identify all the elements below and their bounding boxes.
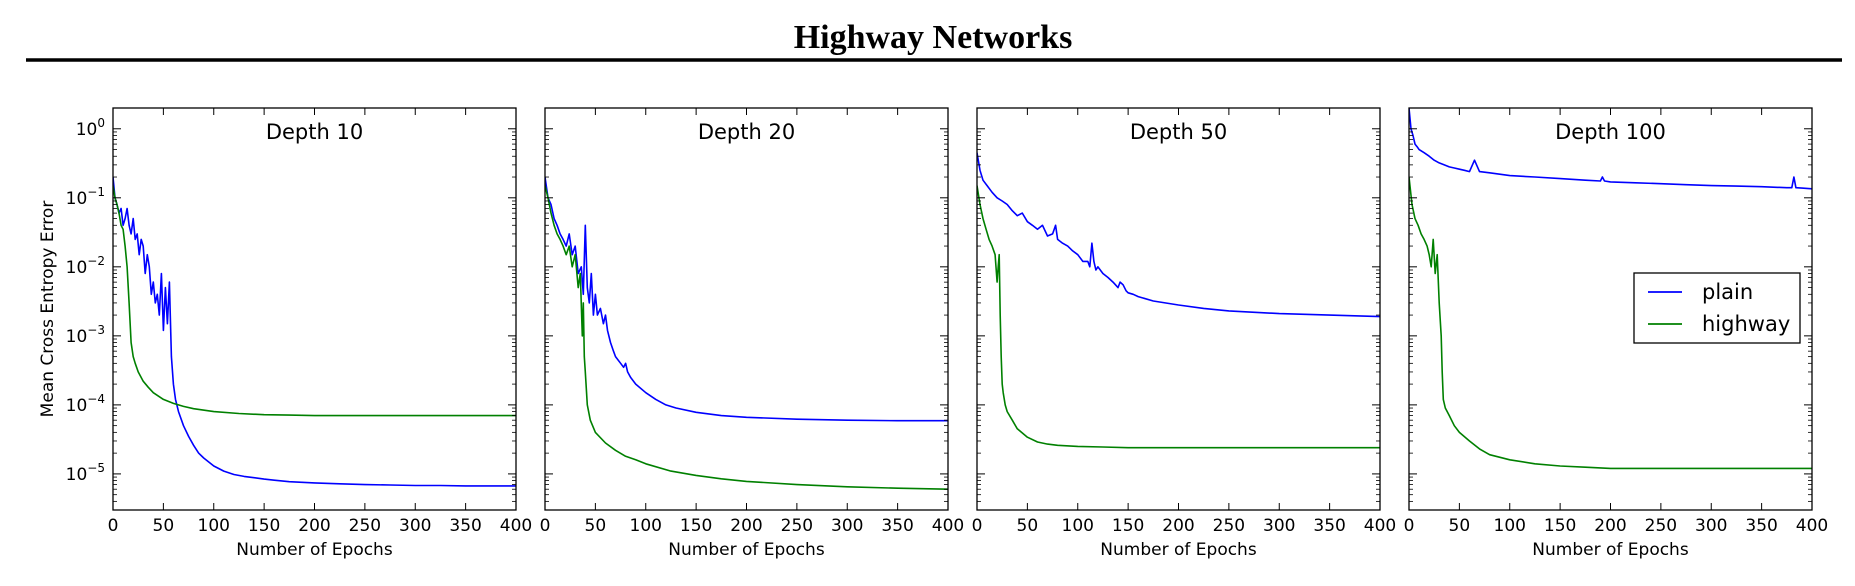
panel-2-xtick-label: 200 bbox=[730, 516, 762, 536]
panel-4-lines bbox=[1409, 108, 1812, 470]
panel-2-frame bbox=[544, 107, 949, 511]
panel-1-title: Depth 10 bbox=[266, 120, 363, 144]
chart-panels: 0 50 100 150 200 250 300 350 400 100 10−1 10−2 10−3 1… bbox=[38, 107, 1828, 560]
panel-1-series-highway bbox=[113, 185, 516, 417]
panel-4-title: Depth 100 bbox=[1555, 120, 1666, 144]
panel-2-title: Depth 20 bbox=[698, 120, 795, 144]
panel-3-xtick-label: 300 bbox=[1263, 516, 1295, 536]
panel-3-xtick-label: 400 bbox=[1364, 516, 1396, 536]
panel-1-xtick-label: 50 bbox=[153, 516, 175, 536]
panel-1-ytick-label: 100 bbox=[76, 116, 105, 140]
panel-2-xtick-label: 350 bbox=[881, 516, 913, 536]
panel-4-series-plain bbox=[1409, 108, 1812, 190]
panel-1-ytick-label: 10−4 bbox=[66, 392, 105, 416]
panel-2-xtick-label: 300 bbox=[831, 516, 863, 536]
panel-3-title: Depth 50 bbox=[1130, 120, 1227, 144]
panel-1-xtick-label: 350 bbox=[449, 516, 481, 536]
panel-3-xtick-label: 350 bbox=[1313, 516, 1345, 536]
panel-2: 0 50 100 150 200 250 300 350 400 Depth 20 Number o… bbox=[540, 107, 964, 560]
panel-3-xtick-label: 150 bbox=[1112, 516, 1144, 536]
panel-1-xlabel: Number of Epochs bbox=[236, 540, 393, 560]
panel-2-series-plain bbox=[545, 176, 948, 422]
panel-3-xtick-label: 0 bbox=[972, 516, 983, 536]
panel-3-series-plain bbox=[977, 152, 1380, 318]
legend: plain highway bbox=[1633, 272, 1801, 344]
panel-3-lines bbox=[977, 152, 1380, 449]
panel-1-series-plain bbox=[113, 176, 516, 487]
panel-2-xtick-label: 0 bbox=[540, 516, 551, 536]
panel-2-series-highway bbox=[545, 185, 948, 490]
panel-1-frame bbox=[112, 107, 517, 511]
panel-1-ytick-label: 10−3 bbox=[66, 323, 105, 347]
panel-1-ytick-label: 10−2 bbox=[66, 254, 105, 278]
panel-1-ytick-label: 10−1 bbox=[66, 185, 105, 209]
panel-3-series-highway bbox=[977, 185, 1380, 449]
panel-4-xlabel: Number of Epochs bbox=[1532, 540, 1689, 560]
panel-3: 0 50 100 150 200 250 300 350 400 Depth 50 Number o… bbox=[972, 107, 1396, 560]
panel-1-xtick-label: 0 bbox=[108, 516, 119, 536]
panel-3-xlabel: Number of Epochs bbox=[1100, 540, 1257, 560]
panel-2-lines bbox=[545, 176, 948, 490]
figure-title: Highway Networks bbox=[794, 19, 1073, 56]
panel-1-ylabel: Mean Cross Entropy Error bbox=[38, 201, 58, 418]
panel-2-xtick-label: 50 bbox=[585, 516, 607, 536]
panel-4-xtick-label: 150 bbox=[1544, 516, 1576, 536]
panel-2-xlabel: Number of Epochs bbox=[668, 540, 825, 560]
panel-4-xtick-label: 400 bbox=[1796, 516, 1828, 536]
panel-3-frame bbox=[976, 107, 1381, 511]
panel-3-xtick-label: 200 bbox=[1162, 516, 1194, 536]
panel-4-xtick-label: 200 bbox=[1594, 516, 1626, 536]
panel-1: 0 50 100 150 200 250 300 350 400 100 10−1 10−2 10−3 1… bbox=[38, 107, 532, 560]
panel-1-xtick-label: 300 bbox=[399, 516, 431, 536]
legend-box bbox=[1633, 272, 1801, 344]
panel-3-xtick-label: 50 bbox=[1017, 516, 1039, 536]
panel-1-ytick-label: 10−5 bbox=[66, 461, 105, 485]
panel-3-xtick-label: 100 bbox=[1062, 516, 1094, 536]
panel-1-xtick-label: 250 bbox=[349, 516, 381, 536]
panel-2-xtick-label: 250 bbox=[781, 516, 813, 536]
panel-2-xtick-label: 100 bbox=[630, 516, 662, 536]
panel-2-xtick-label: 400 bbox=[932, 516, 964, 536]
panel-1-xtick-label: 150 bbox=[248, 516, 280, 536]
panel-4-xtick-label: 250 bbox=[1645, 516, 1677, 536]
legend-label-highway: highway bbox=[1702, 312, 1790, 336]
panel-4-xtick-label: 300 bbox=[1695, 516, 1727, 536]
panel-1-xtick-label: 200 bbox=[298, 516, 330, 536]
legend-label-plain: plain bbox=[1702, 280, 1753, 304]
panel-3-xtick-label: 250 bbox=[1213, 516, 1245, 536]
panel-1-xtick-label: 400 bbox=[500, 516, 532, 536]
panel-4: 0 50 100 150 200 250 300 350 400 Depth 100 Number … bbox=[1404, 107, 1828, 560]
panel-1-xtick-label: 100 bbox=[198, 516, 230, 536]
panel-4-xtick-label: 350 bbox=[1745, 516, 1777, 536]
panel-4-series-highway bbox=[1409, 176, 1812, 470]
panel-1-lines bbox=[113, 176, 516, 487]
panel-4-xtick-label: 0 bbox=[1404, 516, 1415, 536]
panel-2-xtick-label: 150 bbox=[680, 516, 712, 536]
panel-4-xtick-label: 100 bbox=[1494, 516, 1526, 536]
panel-4-xtick-label: 50 bbox=[1449, 516, 1471, 536]
